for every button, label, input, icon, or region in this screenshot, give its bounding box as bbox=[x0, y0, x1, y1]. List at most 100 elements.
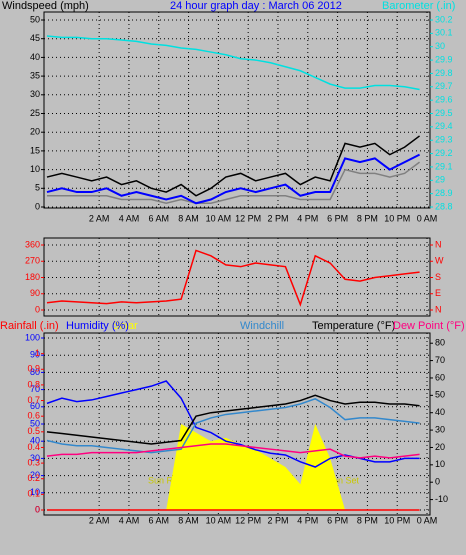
y-axis-label: Windspeed (mph) bbox=[2, 0, 89, 12]
y2-tick-label: 29.8 bbox=[435, 68, 453, 78]
x-tick-label: 10 AM bbox=[206, 515, 232, 525]
y-tick-label: 0 bbox=[35, 304, 40, 314]
series-line bbox=[46, 394, 420, 445]
series-line bbox=[46, 397, 420, 454]
plot-area bbox=[43, 11, 431, 209]
y2-tick-label: 30 bbox=[435, 41, 445, 51]
y2-tick-label: 29.2 bbox=[435, 148, 453, 158]
y-tick-label: 80 bbox=[30, 367, 40, 377]
series-line bbox=[46, 153, 421, 205]
y2-tick-label: N bbox=[435, 239, 442, 249]
x-tick-label: 8 AM bbox=[178, 515, 199, 525]
y2-tick-label: 30.2 bbox=[435, 14, 453, 24]
y-tick-label: 40 bbox=[30, 52, 40, 62]
y3-tick-label: 1 bbox=[35, 348, 40, 358]
y2-tick-label: 29.1 bbox=[435, 161, 453, 171]
y-tick-label: 60 bbox=[30, 401, 40, 411]
x-tick-label: 12 PM bbox=[235, 515, 261, 525]
x-tick-label: 4 AM bbox=[119, 213, 140, 223]
y2-tick-label: 70 bbox=[435, 355, 445, 365]
legend-entry: Solar bbox=[112, 320, 138, 332]
y2-tick-label: 40 bbox=[435, 407, 445, 417]
y-tick-label: 25 bbox=[30, 108, 40, 118]
x-tick-label: 2 AM bbox=[89, 213, 110, 223]
y-tick-label: 180 bbox=[25, 272, 40, 282]
y-tick-label: 0 bbox=[35, 201, 40, 211]
y2-tick-label: 29 bbox=[435, 175, 445, 185]
x-tick-label: 6 AM bbox=[148, 213, 169, 223]
y2-tick-label: S bbox=[435, 272, 441, 282]
y3-tick-label: 0.9 bbox=[27, 364, 40, 374]
x-tick-label: 2 PM bbox=[267, 515, 288, 525]
x-tick-label: 10 PM bbox=[384, 213, 410, 223]
chart-title: 24 hour graph day : March 06 2012 bbox=[170, 0, 342, 12]
y2-tick-label: 29.3 bbox=[435, 135, 453, 145]
x-tick-label: 8 AM bbox=[178, 213, 199, 223]
x-tick-label: 6 PM bbox=[327, 213, 348, 223]
y-tick-label: 100 bbox=[25, 332, 40, 342]
y2-tick-label: 29.4 bbox=[435, 121, 453, 131]
y3-tick-label: 0.4 bbox=[27, 442, 40, 452]
y-tick-label: 35 bbox=[30, 70, 40, 80]
x-tick-label: 6 PM bbox=[327, 515, 348, 525]
y3-tick-label: 0.3 bbox=[27, 457, 40, 467]
y-tick-label: 360 bbox=[25, 239, 40, 249]
y-tick-label: 45 bbox=[30, 33, 40, 43]
x-tick-label: 12 PM bbox=[235, 213, 261, 223]
x-tick-label: 4 PM bbox=[297, 213, 318, 223]
y2-tick-label: 50 bbox=[435, 390, 445, 400]
y2-tick-label: 29.5 bbox=[435, 108, 453, 118]
y2-tick-label: -10 bbox=[435, 494, 448, 504]
y-tick-label: 30 bbox=[30, 89, 40, 99]
y2-tick-label: N bbox=[435, 304, 442, 314]
y3-tick-label: 0.5 bbox=[27, 426, 40, 436]
x-tick-label: 2 PM bbox=[267, 213, 288, 223]
solar-area bbox=[46, 424, 420, 510]
x-tick-label: 2 AM bbox=[89, 515, 110, 525]
y2-tick-label: 28.9 bbox=[435, 188, 453, 198]
x-tick-label: 10 PM bbox=[384, 515, 410, 525]
y-tick-label: 10 bbox=[30, 164, 40, 174]
y-tick-label: 50 bbox=[30, 14, 40, 24]
legend-entry: Humidity (%) bbox=[66, 320, 129, 332]
y-tick-label: 0 bbox=[35, 504, 40, 514]
y3-tick-label: 0.1 bbox=[27, 489, 40, 499]
series-line bbox=[46, 443, 420, 459]
y3-tick-label: 0.8 bbox=[27, 379, 40, 389]
y2-tick-label: 0 bbox=[435, 477, 440, 487]
legend-entry: Temperature (°F) bbox=[312, 320, 395, 332]
y2-tick-label: 80 bbox=[435, 338, 445, 348]
annotation: Sun Rise bbox=[148, 475, 185, 485]
y-tick-label: 5 bbox=[35, 183, 40, 193]
y2-tick-label: 28.8 bbox=[435, 201, 453, 211]
x-tick-label: 10 AM bbox=[206, 213, 232, 223]
legend-entry: Windchill bbox=[240, 320, 284, 332]
legend-entry: Rainfall (.in) bbox=[0, 320, 59, 332]
annotation: Sun Set bbox=[327, 475, 360, 485]
y2-tick-label: E bbox=[435, 288, 441, 298]
x-tick-label: 0 AM bbox=[417, 515, 438, 525]
y-tick-label: 50 bbox=[30, 418, 40, 428]
y3-tick-label: 0 bbox=[35, 504, 40, 514]
x-tick-label: 4 PM bbox=[297, 515, 318, 525]
x-tick-label: 6 AM bbox=[148, 515, 169, 525]
y-tick-label: 10 bbox=[30, 487, 40, 497]
y2-tick-label: 29.9 bbox=[435, 54, 453, 64]
y-tick-label: 15 bbox=[30, 145, 40, 155]
y-tick-label: 90 bbox=[30, 350, 40, 360]
y2-axis-label: Barometer (.in) bbox=[382, 0, 455, 12]
y-tick-label: 40 bbox=[30, 436, 40, 446]
y-tick-label: 270 bbox=[25, 256, 40, 266]
y2-tick-label: 30 bbox=[435, 424, 445, 434]
y3-tick-label: 0.6 bbox=[27, 411, 40, 421]
y2-tick-label: 30.1 bbox=[435, 28, 453, 38]
y-tick-label: 90 bbox=[30, 288, 40, 298]
legend-entry: Dew Point (°F) bbox=[393, 320, 465, 332]
series-line bbox=[46, 161, 421, 205]
y-tick-label: 70 bbox=[30, 384, 40, 394]
y2-tick-label: W bbox=[435, 256, 444, 266]
y-tick-label: 20 bbox=[30, 470, 40, 480]
y2-tick-label: 60 bbox=[435, 372, 445, 382]
x-tick-label: 8 PM bbox=[357, 213, 378, 223]
